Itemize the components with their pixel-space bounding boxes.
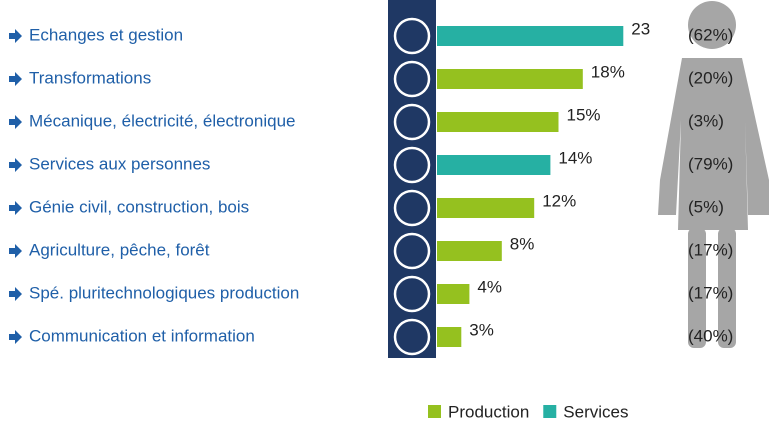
arrow-icon bbox=[9, 29, 22, 43]
value-label: 3% bbox=[469, 320, 494, 339]
legend-swatch bbox=[543, 405, 556, 418]
category-label: Génie civil, construction, bois bbox=[29, 197, 249, 216]
female-share: (20%) bbox=[688, 68, 733, 87]
sector-icon bbox=[395, 234, 429, 268]
bar bbox=[437, 327, 461, 347]
sector-icon bbox=[395, 62, 429, 96]
sector-icon bbox=[395, 277, 429, 311]
arrow-icon bbox=[9, 72, 22, 86]
sector-icon bbox=[395, 191, 429, 225]
female-share: (17%) bbox=[688, 283, 733, 302]
legend-swatch bbox=[428, 405, 441, 418]
female-share: (17%) bbox=[688, 240, 733, 259]
category-label: Spé. pluritechnologiques production bbox=[29, 283, 299, 302]
female-share: (62%) bbox=[688, 25, 733, 44]
female-share: (40%) bbox=[688, 326, 733, 345]
category-label: Agriculture, pêche, forêt bbox=[29, 240, 210, 259]
category-label: Communication et information bbox=[29, 326, 255, 345]
arrow-icon bbox=[9, 115, 22, 129]
female-share: (3%) bbox=[688, 111, 724, 130]
arrow-icon bbox=[9, 158, 22, 172]
arrow-icon bbox=[9, 244, 22, 258]
legend-label: Services bbox=[563, 402, 628, 421]
female-share: (79%) bbox=[688, 154, 733, 173]
value-label: 14% bbox=[558, 148, 592, 167]
value-label: 4% bbox=[477, 277, 502, 296]
category-label: Transformations bbox=[29, 68, 151, 87]
bar bbox=[437, 112, 559, 132]
bar bbox=[437, 69, 583, 89]
bar bbox=[437, 155, 550, 175]
bar bbox=[437, 284, 469, 304]
sector-icon bbox=[395, 320, 429, 354]
value-label: 18% bbox=[591, 62, 625, 81]
value-label: 8% bbox=[510, 234, 535, 253]
category-label: Mécanique, électricité, électronique bbox=[29, 111, 295, 130]
legend-label: Production bbox=[448, 402, 529, 421]
arrow-icon bbox=[9, 201, 22, 215]
bar bbox=[437, 198, 534, 218]
value-label: 15% bbox=[567, 105, 601, 124]
value-label: 12% bbox=[542, 191, 576, 210]
value-label: 23 bbox=[631, 19, 650, 38]
sector-icon bbox=[395, 148, 429, 182]
female-share: (5%) bbox=[688, 197, 724, 216]
sector-icon bbox=[395, 105, 429, 139]
category-label: Echanges et gestion bbox=[29, 25, 183, 44]
bar bbox=[437, 26, 623, 46]
category-label: Services aux personnes bbox=[29, 154, 210, 173]
bar bbox=[437, 241, 502, 261]
arrow-icon bbox=[9, 287, 22, 301]
sector-icon bbox=[395, 19, 429, 53]
chart: Echanges et gestion (62%) Transformations (… bbox=[0, 0, 769, 427]
arrow-icon bbox=[9, 330, 22, 344]
